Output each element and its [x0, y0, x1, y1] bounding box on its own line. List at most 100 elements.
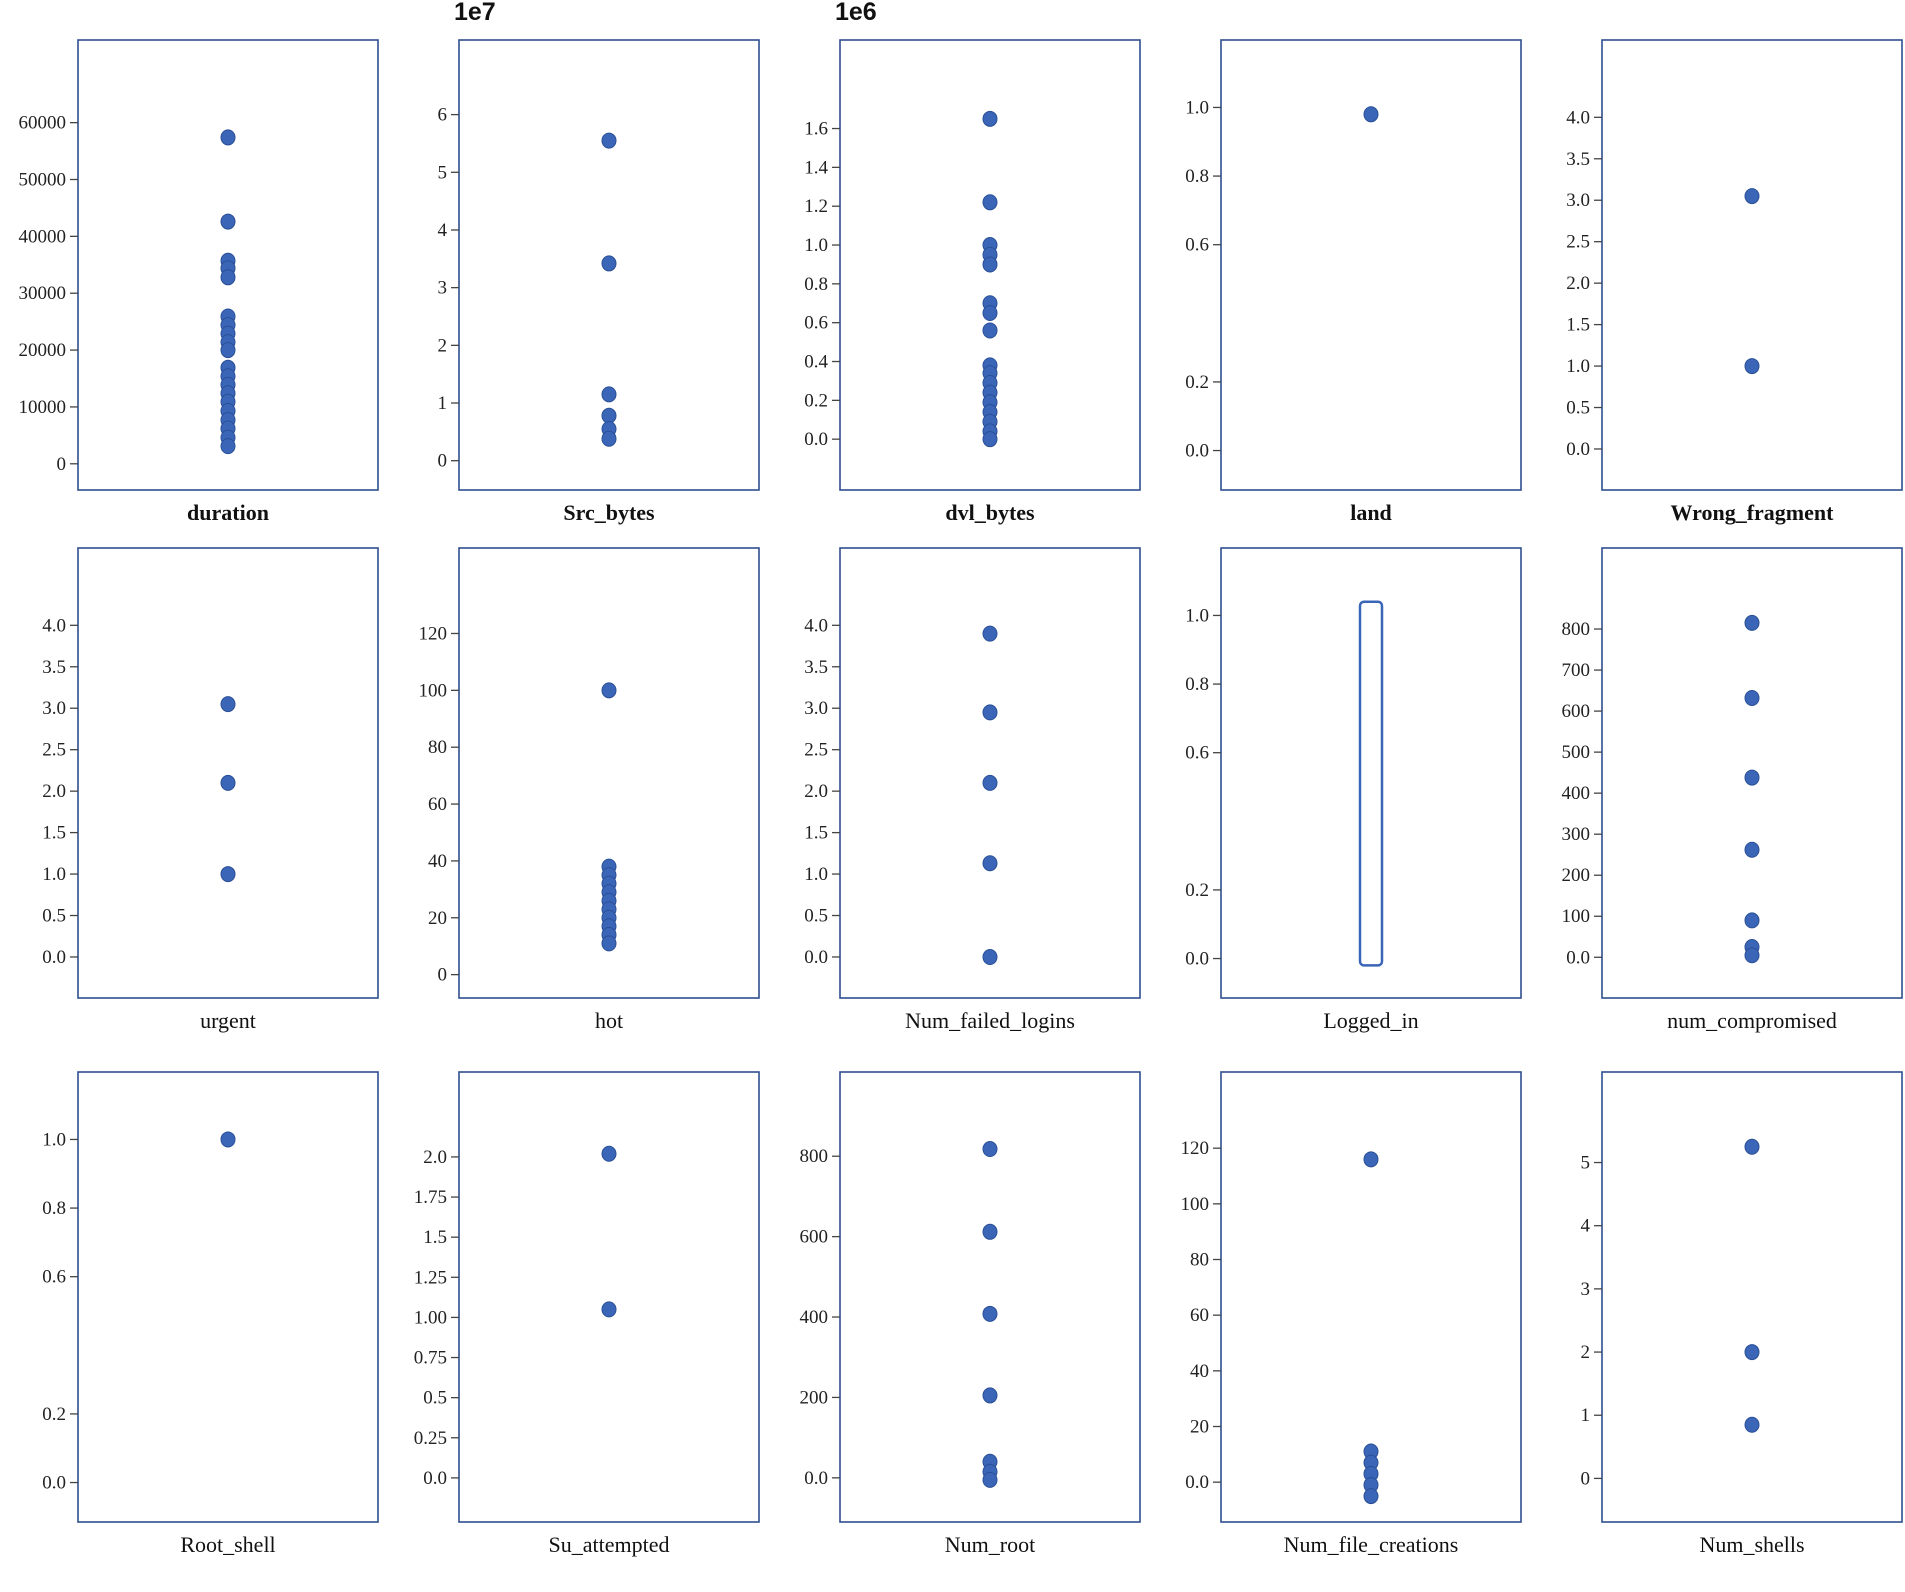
- y-tick-label: 20000: [19, 340, 67, 361]
- data-point: [982, 304, 998, 321]
- plot-frame: [1601, 1071, 1903, 1523]
- subplot-root_shell: 0.0 0.2 0.6 0.8 1.0 Root_shell: [0, 1032, 381, 1557]
- y-tick-label: 0.6: [1185, 743, 1209, 764]
- data-point: [220, 129, 236, 146]
- x-axis-label: num_compromised: [1667, 1008, 1837, 1033]
- y-tick-label: 3.5: [42, 657, 66, 678]
- y-tick-label: 0.0: [804, 947, 828, 968]
- y-tick-label: 30000: [19, 283, 67, 304]
- plot-frame: [1220, 1071, 1522, 1523]
- plot-frame: [77, 39, 379, 491]
- y-tick-label: 60: [428, 794, 447, 815]
- x-axis-label: Src_bytes: [563, 500, 655, 525]
- subplot-logged_in: 0.0 0.2 0.6 0.8 1.0 Logged_in: [1143, 508, 1524, 1033]
- y-tick-label: 0.2: [1185, 372, 1209, 393]
- subplot-src_bytes: 0 1 2 3 4 5 6 Src_bytes 1e7: [381, 0, 762, 525]
- plot-frame: [1601, 547, 1903, 999]
- y-tick-label: 0.6: [1185, 235, 1209, 256]
- y-tick-label: 3.5: [1566, 149, 1590, 170]
- subplot-wrong_fragment: 0.0 0.5 1.0 1.5 2.0 2.5 3.0 3.5 4.0 Wrong_fragmen…: [1524, 0, 1905, 525]
- y-tick-label: 40: [428, 851, 447, 872]
- y-tick-label: 2.5: [1566, 232, 1590, 253]
- plot-frame: [77, 1071, 379, 1523]
- data-point: [220, 438, 236, 455]
- y-tick-label: 0.0: [1566, 947, 1590, 968]
- x-axis-label: Root_shell: [180, 1532, 276, 1557]
- y-tick-label: 0: [438, 965, 448, 986]
- y-tick-label: 0.0: [42, 1473, 66, 1494]
- y-tick-label: 0: [438, 451, 448, 472]
- subplot-su_attempted: 0.0 0.25 0.5 0.75 1.00 1.25 1.5 1.75 2.0 Su_attem…: [381, 1032, 762, 1557]
- subplot-num_shells: 0 1 2 3 4 5 Num_shells: [1524, 1032, 1905, 1557]
- y-tick-label: 500: [1562, 742, 1591, 763]
- x-axis-label: Su_attempted: [548, 1532, 670, 1557]
- y-tick-label: 3.0: [1566, 190, 1590, 211]
- y-tick-label: 6: [438, 105, 448, 126]
- y-tick-label: 800: [800, 1146, 829, 1167]
- data-point: [1744, 358, 1760, 375]
- x-axis-label: Wrong_fragment: [1670, 500, 1834, 525]
- data-point: [601, 682, 617, 699]
- y-tick-label: 1.0: [42, 1129, 66, 1150]
- y-tick-label: 0.0: [1185, 949, 1209, 970]
- data-point: [1744, 1344, 1760, 1361]
- y-tick-label: 50000: [19, 170, 67, 191]
- data-point: [220, 213, 236, 230]
- y-tick-label: 3: [438, 278, 448, 299]
- plot-frame: [458, 39, 760, 491]
- data-point: [982, 1387, 998, 1404]
- subplot-num_root: 0.0 200 400 600 800 Num_root: [762, 1032, 1143, 1557]
- y-tick-label: 1.75: [414, 1187, 447, 1208]
- plot-frame: [458, 547, 760, 999]
- subplot-num_compromised: 0.0 100 200 300 400 500 600 700 800 num_compromis…: [1524, 508, 1905, 1033]
- data-point: [1363, 1151, 1379, 1168]
- data-point: [601, 407, 617, 424]
- plot-frame: [839, 547, 1141, 999]
- data-point: [1744, 1416, 1760, 1433]
- data-point: [601, 386, 617, 403]
- data-point: [982, 704, 998, 721]
- plot-urgent: 0.0 0.5 1.0 1.5 2.0 2.5 3.0 3.5 4.0: [42, 547, 379, 999]
- data-point: [220, 866, 236, 883]
- y-tick-label: 700: [1562, 660, 1591, 681]
- y-tick-label: 0.0: [1185, 1472, 1209, 1493]
- data-point: [1744, 188, 1760, 205]
- y-tick-label: 100: [1562, 906, 1591, 927]
- y-tick-label: 600: [800, 1227, 829, 1248]
- y-tick-label: 1.25: [414, 1267, 447, 1288]
- plot-su_attempted: 0.0 0.25 0.5 0.75 1.00 1.25 1.5 1.75 2.0: [414, 1071, 760, 1523]
- y-tick-label: 4.0: [804, 615, 828, 636]
- data-point: [982, 948, 998, 965]
- y-tick-label: 80: [428, 737, 447, 758]
- y-tick-label: 1.4: [804, 157, 828, 178]
- y-tick-label: 1.0: [1185, 97, 1209, 118]
- y-tick-label: 3.0: [804, 698, 828, 719]
- range-bar: [1358, 600, 1384, 967]
- data-point: [1744, 912, 1760, 929]
- x-axis-label: dvl_bytes: [945, 500, 1035, 525]
- data-point: [220, 269, 236, 286]
- subplot-duration: 0 10000 20000 30000 40000 50000 60000 duration: [0, 0, 381, 525]
- y-tick-label: 0.2: [42, 1404, 66, 1425]
- y-tick-label: 400: [1562, 783, 1591, 804]
- y-tick-label: 200: [1562, 865, 1591, 886]
- subplot-hot: 0 20 40 60 80 100 120 hot: [381, 508, 762, 1033]
- plot-frame: [1220, 547, 1522, 999]
- y-tick-label: 4: [1581, 1216, 1591, 1237]
- data-point: [982, 110, 998, 127]
- y-tick-label: 10000: [19, 397, 67, 418]
- subplot-dvl_bytes: 0.0 0.2 0.4 0.6 0.8 1.0 1.2 1.4 1.6 dvl_bytes 1e6: [762, 0, 1143, 525]
- y-tick-label: 400: [800, 1307, 829, 1328]
- data-point: [1744, 689, 1760, 706]
- y-tick-label: 0.2: [1185, 880, 1209, 901]
- x-axis-label: hot: [594, 1008, 624, 1033]
- x-axis-label: duration: [187, 500, 269, 525]
- y-tick-label: 4.0: [42, 615, 66, 636]
- y-tick-label: 4: [438, 220, 448, 241]
- y-tick-label: 2.0: [42, 781, 66, 802]
- data-point: [982, 1471, 998, 1488]
- data-point: [982, 431, 998, 448]
- plot-dvl_bytes: 0.0 0.2 0.4 0.6 0.8 1.0 1.2 1.4 1.6: [804, 39, 1141, 491]
- x-axis-label: urgent: [200, 1008, 256, 1033]
- y-tick-label: 0.4: [804, 352, 828, 373]
